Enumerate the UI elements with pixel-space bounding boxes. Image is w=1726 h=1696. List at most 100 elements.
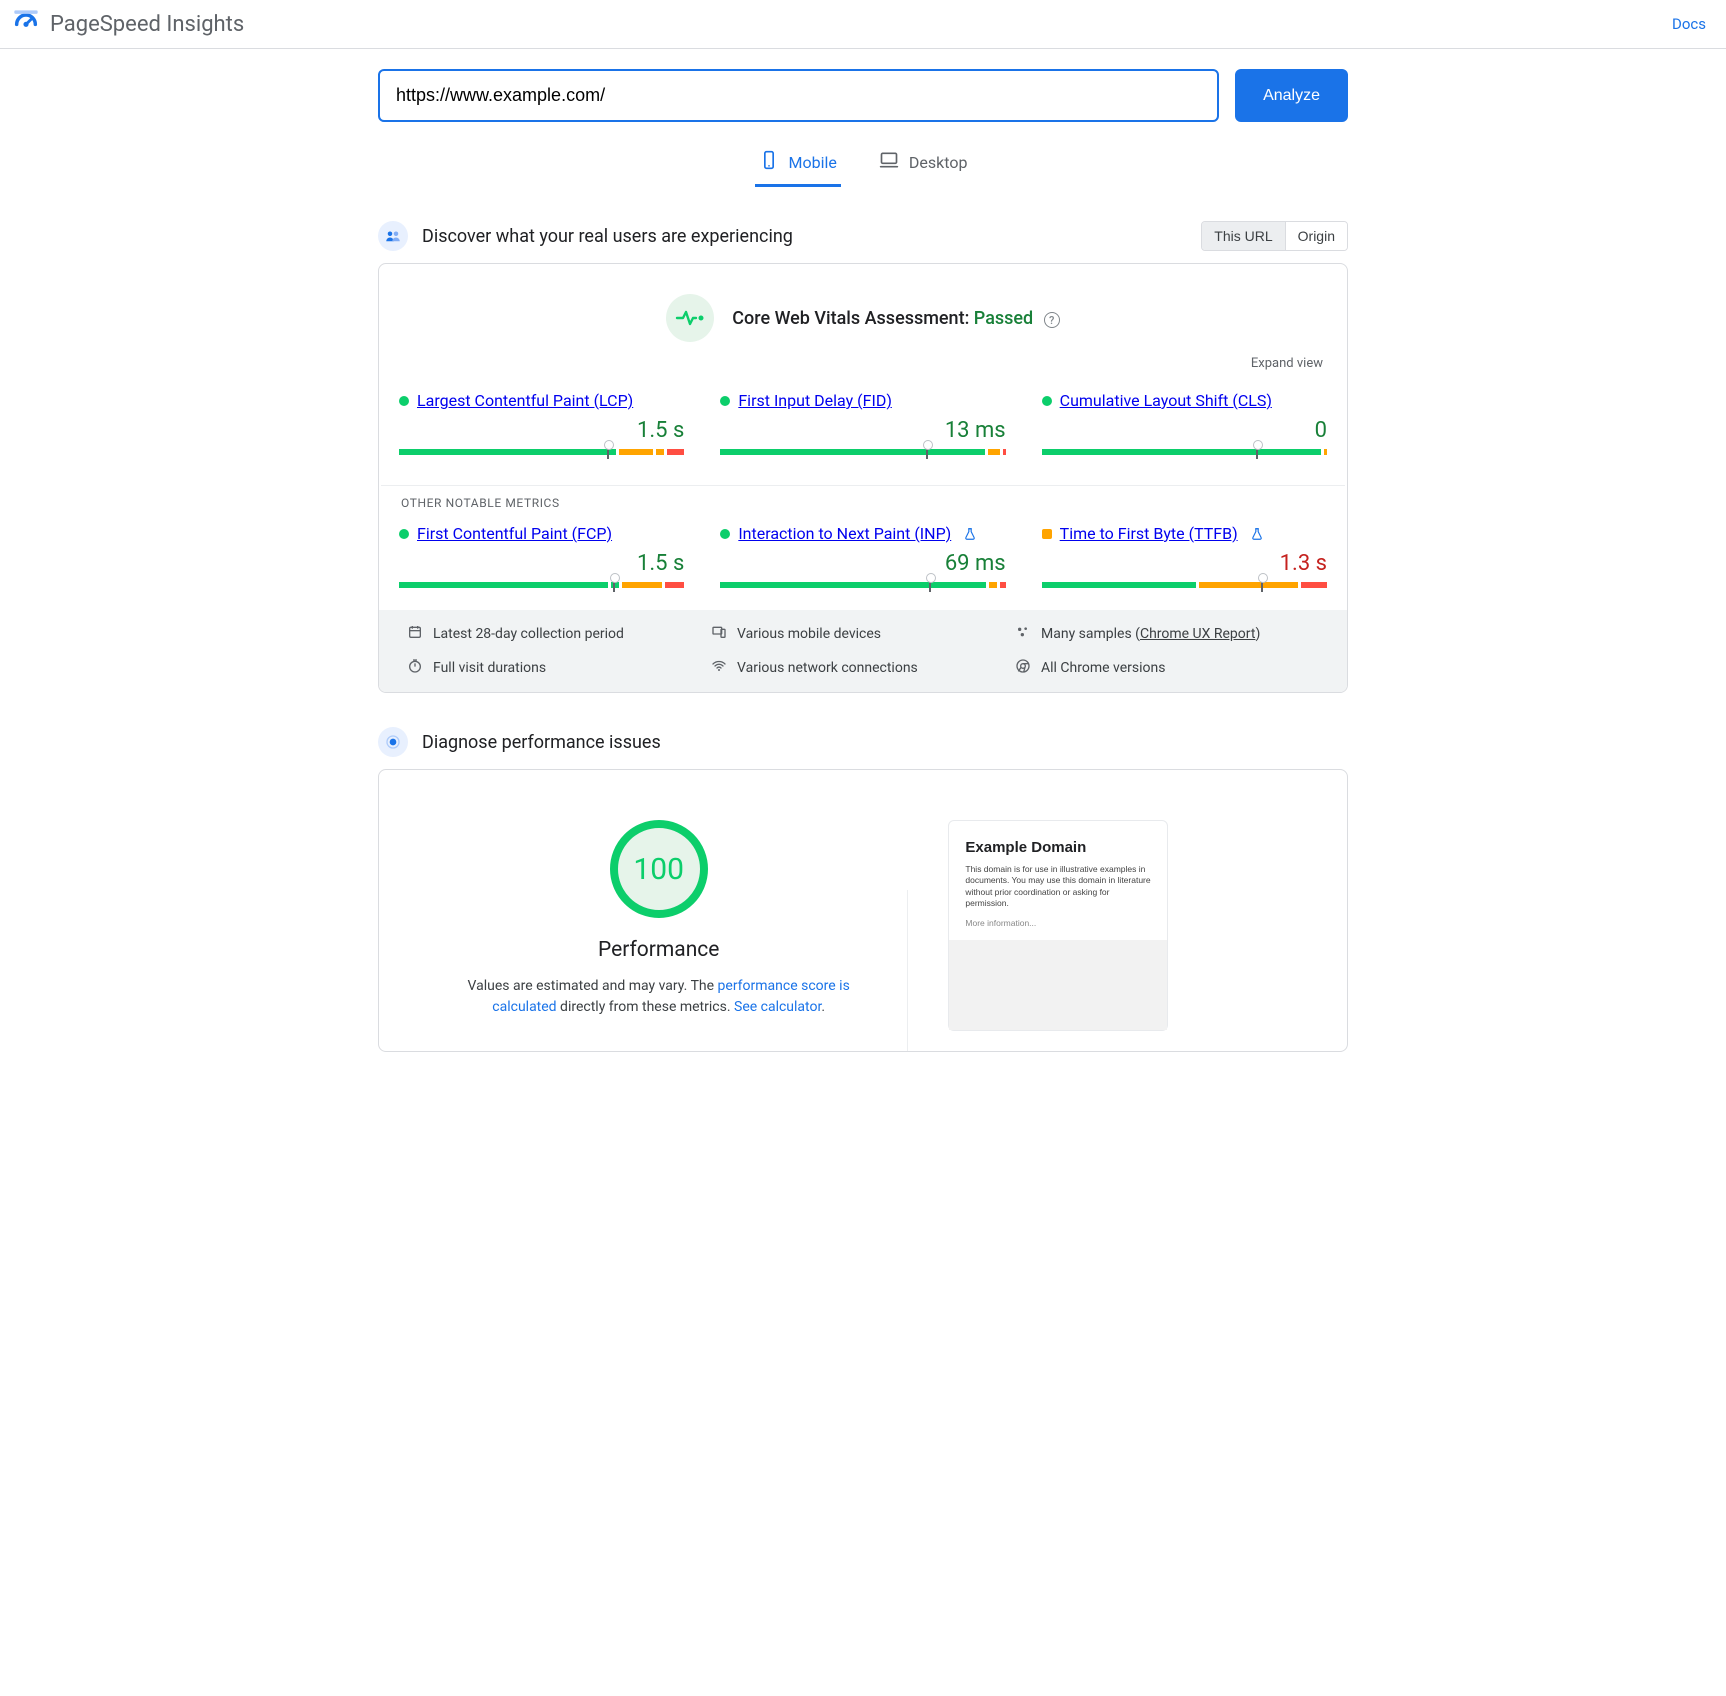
bar-segment	[622, 582, 661, 588]
metric-name-link[interactable]: First Input Delay (FID)	[738, 391, 892, 410]
lab-section-title: Diagnose performance issues	[422, 732, 661, 753]
metric-value: 1.5 s	[399, 551, 684, 576]
bar-segment	[720, 449, 985, 455]
info-samples: Many samples (Chrome UX Report)	[1015, 624, 1319, 644]
percentile-marker	[1261, 578, 1263, 592]
performance-gauge-panel: 100 Performance Values are estimated and…	[409, 820, 908, 1031]
status-dot	[399, 529, 409, 539]
timer-icon	[407, 658, 423, 678]
metric-value: 1.5 s	[399, 418, 684, 443]
tab-desktop-label: Desktop	[909, 153, 968, 172]
device-tabs: Mobile Desktop	[0, 140, 1726, 187]
experimental-icon	[1250, 527, 1264, 541]
users-icon	[378, 221, 408, 251]
bar-segment	[1301, 582, 1327, 588]
metric-lcp: Largest Contentful Paint (LCP) 1.5 s	[399, 391, 684, 455]
metric-ttfb: Time to First Byte (TTFB) 1.3 s	[1042, 524, 1327, 588]
bar-segment	[1003, 449, 1006, 455]
percentile-marker	[926, 445, 928, 459]
bar-segment	[667, 449, 684, 455]
metric-name-link[interactable]: First Contentful Paint (FCP)	[417, 524, 612, 543]
app-header: PageSpeed Insights Docs	[0, 0, 1726, 49]
info-network: Various network connections	[711, 658, 1015, 678]
analyze-button[interactable]: Analyze	[1235, 69, 1348, 122]
metric-value: 69 ms	[720, 551, 1005, 576]
header-left: PageSpeed Insights	[12, 8, 244, 40]
distribution-bar	[399, 449, 684, 455]
other-metrics-heading: OTHER NOTABLE METRICS	[381, 485, 1345, 510]
field-data-card: Core Web Vitals Assessment: Passed ? Exp…	[378, 263, 1348, 693]
bar-segment	[988, 449, 999, 455]
metric-value: 13 ms	[720, 418, 1005, 443]
info-devices: Various mobile devices	[711, 624, 1015, 644]
network-icon	[711, 658, 727, 678]
mobile-icon	[759, 150, 779, 174]
toggle-this-url[interactable]: This URL	[1202, 222, 1284, 250]
distribution-bar	[399, 582, 684, 588]
screenshot-preview: Example Domain This domain is for use in…	[948, 820, 1168, 1031]
status-dot	[720, 529, 730, 539]
field-section-title: Discover what your real users are experi…	[422, 226, 793, 247]
percentile-marker	[607, 445, 609, 459]
metric-name-link[interactable]: Time to First Byte (TTFB)	[1060, 524, 1238, 543]
chrome-icon	[1015, 658, 1031, 678]
vitals-pass-icon	[666, 294, 714, 342]
bar-segment	[1199, 582, 1299, 588]
crux-link[interactable]: Chrome UX Report	[1140, 626, 1255, 642]
bar-segment	[656, 449, 665, 455]
performance-note: Values are estimated and may vary. The p…	[459, 976, 859, 1018]
status-dot	[720, 396, 730, 406]
performance-score: 100	[633, 852, 684, 887]
lab-card: 100 Performance Values are estimated and…	[378, 769, 1348, 1052]
preview-heading: Example Domain	[965, 839, 1151, 856]
metric-name-link[interactable]: Largest Contentful Paint (LCP)	[417, 391, 633, 410]
app-title: PageSpeed Insights	[50, 12, 244, 37]
info-strip: Latest 28-day collection period Various …	[379, 610, 1347, 692]
distribution-bar	[1042, 582, 1327, 588]
field-section-header: Discover what your real users are experi…	[378, 221, 1348, 251]
info-durations: Full visit durations	[407, 658, 711, 678]
assessment-text: Core Web Vitals Assessment: Passed ?	[732, 308, 1059, 329]
metric-fid: First Input Delay (FID) 13 ms	[720, 391, 1005, 455]
assessment-row: Core Web Vitals Assessment: Passed ?	[379, 264, 1347, 356]
preview-more: More information...	[965, 918, 1151, 928]
bar-segment	[989, 582, 997, 588]
devices-icon	[711, 624, 727, 644]
metric-value: 1.3 s	[1042, 551, 1327, 576]
status-dot	[399, 396, 409, 406]
docs-link[interactable]: Docs	[1672, 15, 1706, 33]
diagnose-icon	[378, 727, 408, 757]
bar-segment	[720, 582, 985, 588]
tab-desktop[interactable]: Desktop	[875, 140, 972, 187]
tab-mobile[interactable]: Mobile	[755, 140, 841, 187]
bar-segment	[399, 449, 616, 455]
see-calculator-link[interactable]: See calculator	[734, 999, 821, 1015]
metric-name-link[interactable]: Cumulative Layout Shift (CLS)	[1060, 391, 1272, 410]
info-period: Latest 28-day collection period	[407, 624, 711, 644]
percentile-marker	[1256, 445, 1258, 459]
status-dot	[1042, 396, 1052, 406]
metric-name-link[interactable]: Interaction to Next Paint (INP)	[738, 524, 951, 543]
bar-segment	[399, 582, 608, 588]
percentile-marker	[929, 578, 931, 592]
metric-cls: Cumulative Layout Shift (CLS) 0	[1042, 391, 1327, 455]
tab-mobile-label: Mobile	[789, 153, 837, 172]
calendar-icon	[407, 624, 423, 644]
metric-inp: Interaction to Next Paint (INP) 69 ms	[720, 524, 1005, 588]
assessment-label: Core Web Vitals Assessment:	[732, 308, 974, 329]
help-icon[interactable]: ?	[1044, 312, 1060, 328]
scope-toggle: This URL Origin	[1201, 221, 1348, 251]
samples-icon	[1015, 624, 1031, 644]
experimental-icon	[963, 527, 977, 541]
status-dot	[1042, 529, 1052, 539]
desktop-icon	[879, 150, 899, 174]
assessment-status: Passed	[974, 308, 1033, 329]
toggle-origin[interactable]: Origin	[1285, 222, 1347, 250]
expand-view-link[interactable]: Expand view	[379, 356, 1347, 377]
url-row: Analyze	[368, 69, 1358, 122]
metric-value: 0	[1042, 418, 1327, 443]
url-input[interactable]	[378, 69, 1219, 122]
distribution-bar	[1042, 449, 1327, 455]
bar-segment	[1042, 449, 1321, 455]
distribution-bar	[720, 449, 1005, 455]
